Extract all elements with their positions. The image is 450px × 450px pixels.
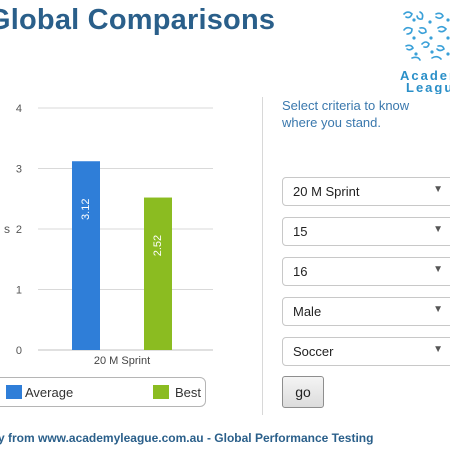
data-label-average: 3.12 [80,199,92,220]
footer-text: y from www.academyleague.com.au - Global… [0,431,374,445]
legend-label-best[interactable]: Best [175,385,202,400]
chevron-down-icon: ▼ [433,344,443,355]
chevron-down-icon: ▼ [433,264,443,275]
legend-label-average[interactable]: Average [25,385,74,400]
y-tick-label: 1 [16,285,22,297]
y-axis-label: s [4,222,10,236]
bar-average[interactable] [72,161,100,350]
academy-league-logo-icon [403,11,450,61]
gender-select[interactable]: Male ▼ [282,297,450,326]
chevron-down-icon: ▼ [433,304,443,315]
legend-swatch-best [153,385,169,399]
age-from-select-value: 15 [293,224,308,239]
age-from-select[interactable]: 15 ▼ [282,217,450,246]
page-title: Global Comparisons [0,4,276,36]
y-tick-label: 4 [16,103,22,115]
logo-text-line1: Academ [400,68,450,83]
age-to-select[interactable]: 16 ▼ [282,257,450,286]
test-select[interactable]: 20 M Sprint ▼ [282,177,450,206]
data-label-best: 2.52 [152,235,164,256]
x-category-label: 20 M Sprint [94,355,150,367]
bar-chart: 0 1 2 3 4 s 3.12 2.52 20 M Sprint [4,103,213,367]
academy-league-logo: Academ League [398,8,450,94]
age-to-select-value: 16 [293,264,308,279]
sport-select-value: Soccer [293,344,334,359]
chart-legend: Average Best [0,377,206,407]
legend-swatch-average [6,385,22,399]
section-divider [262,97,263,415]
sport-select[interactable]: Soccer ▼ [282,337,450,366]
y-tick-label: 3 [16,164,22,176]
y-tick-label: 0 [16,345,22,357]
test-select-value: 20 M Sprint [293,184,360,199]
criteria-prompt: Select criteria to know where you stand. [282,98,410,130]
y-tick-label: 2 [16,224,22,236]
chevron-down-icon: ▼ [433,224,443,235]
chevron-down-icon: ▼ [433,184,443,195]
logo-text-line2: League [406,80,450,94]
gender-select-value: Male [293,304,322,319]
bar-best[interactable] [144,197,172,350]
go-button[interactable]: go [282,376,324,408]
